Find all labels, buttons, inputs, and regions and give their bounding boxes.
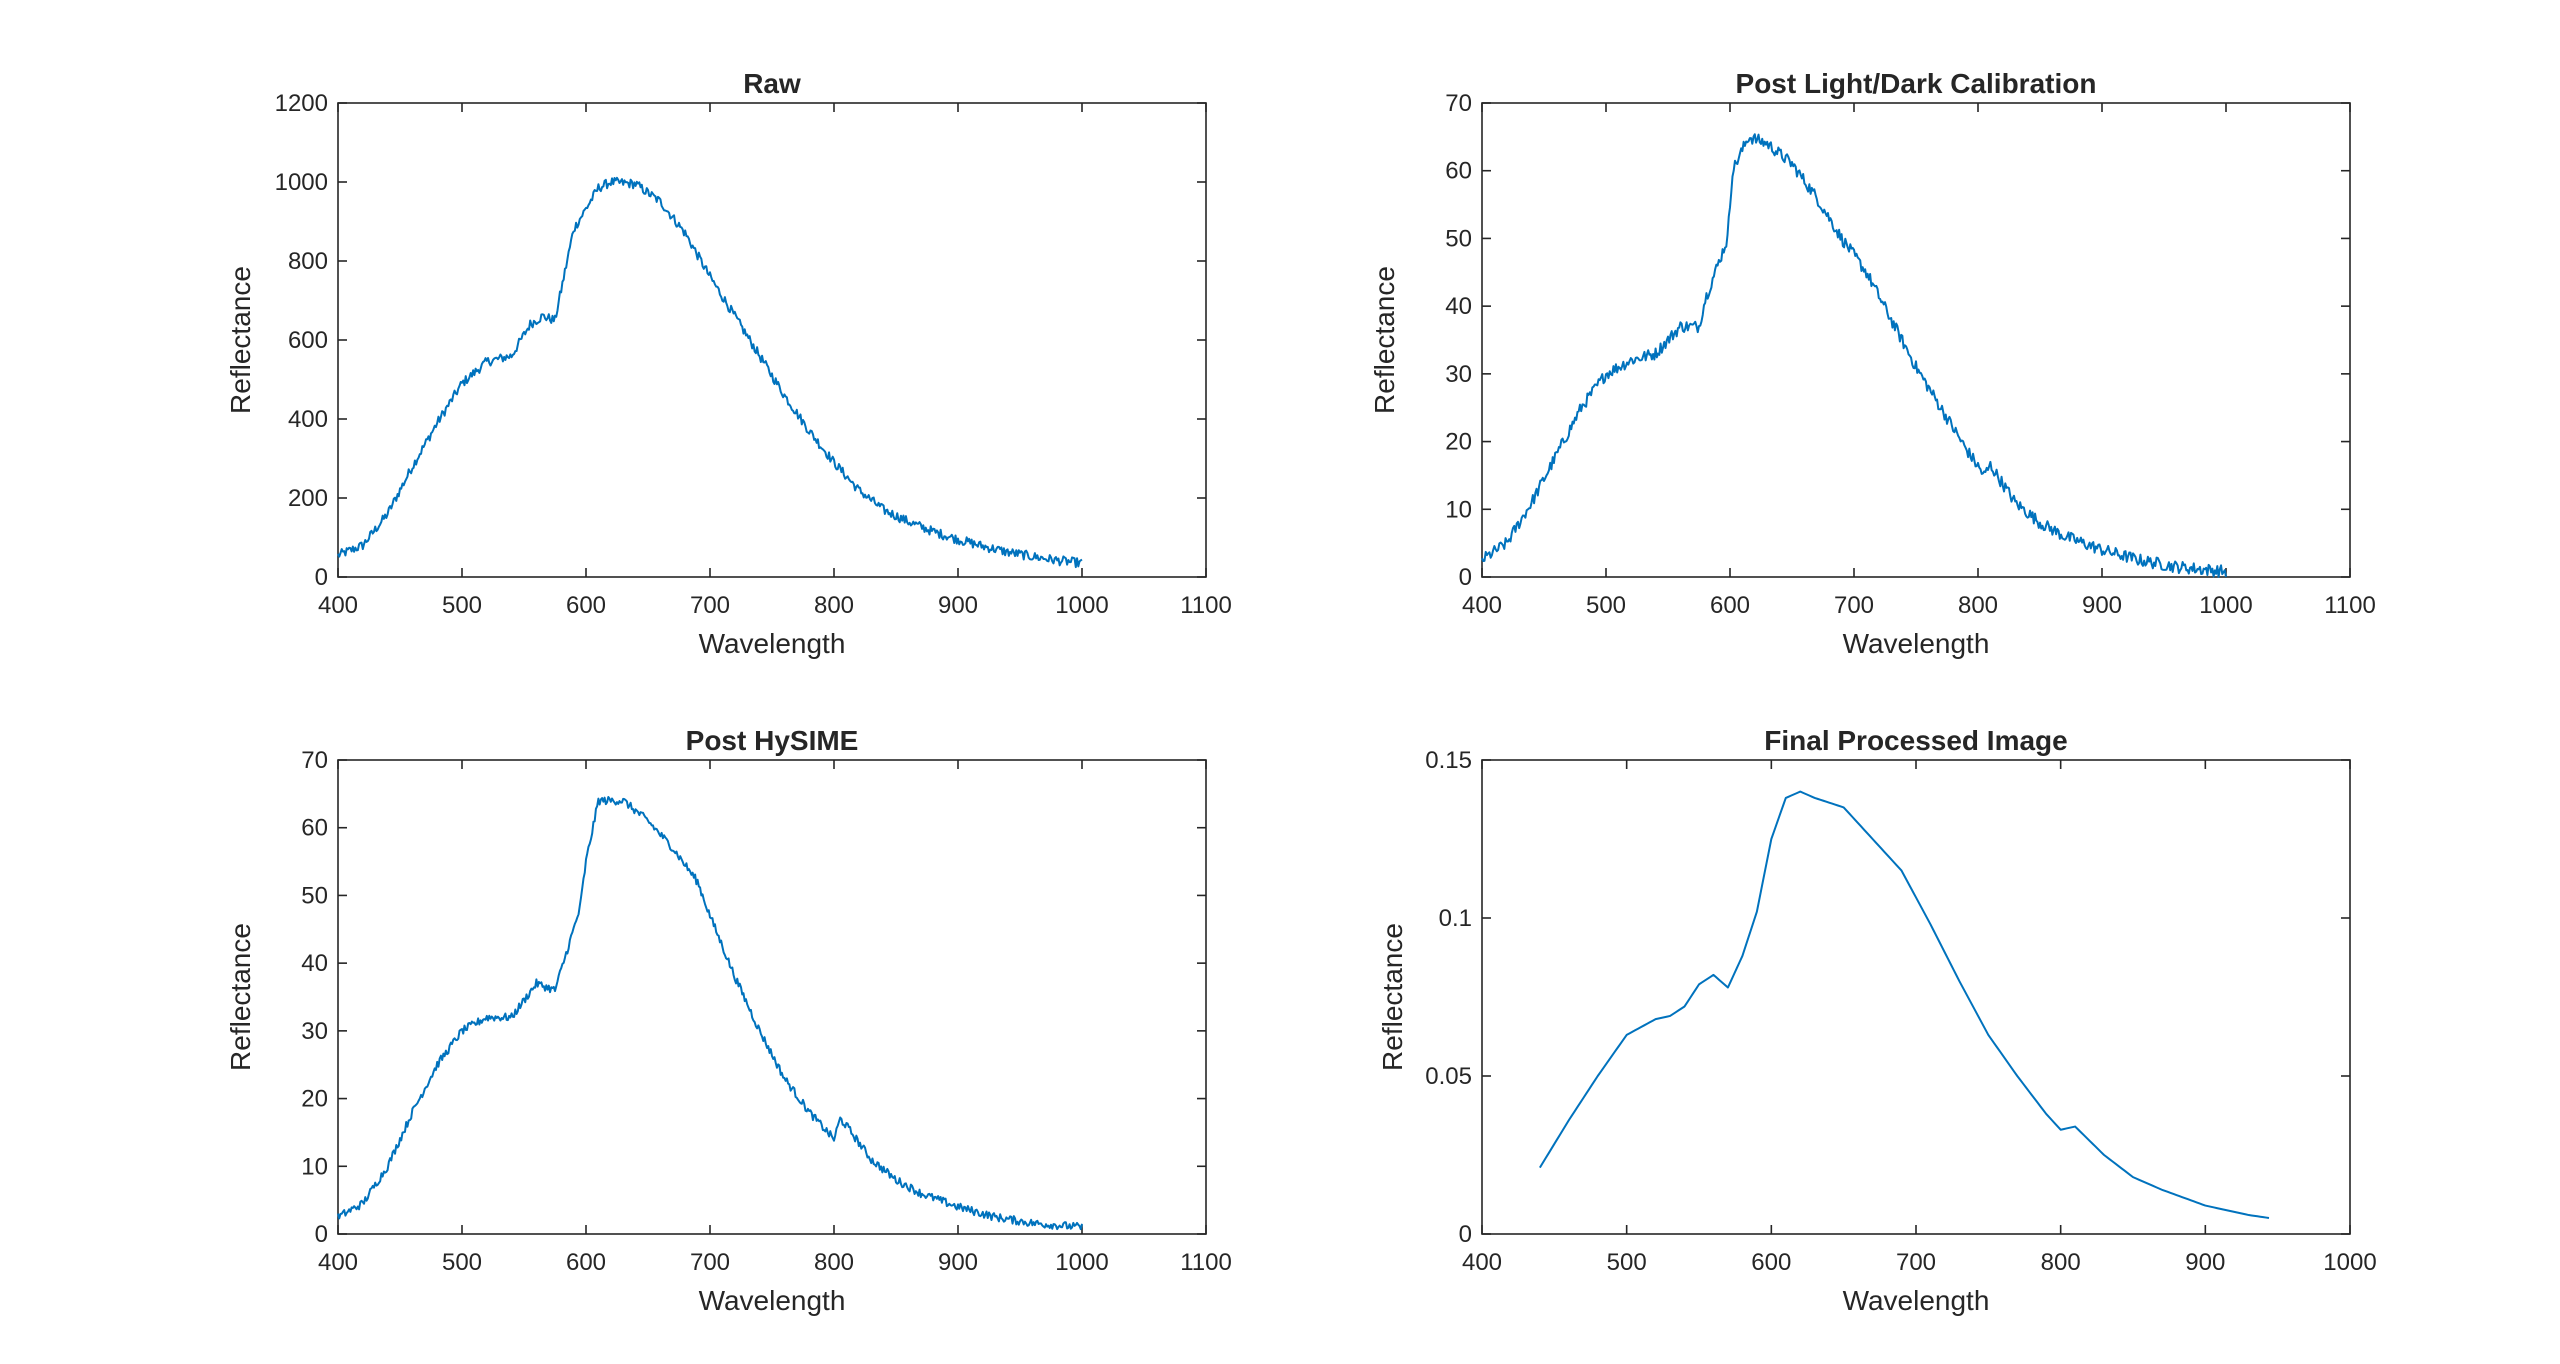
x-tick-label: 700 xyxy=(1834,592,1874,619)
x-tick-label: 500 xyxy=(1586,592,1626,619)
y-tick-label: 60 xyxy=(1445,158,1472,185)
x-tick-label: 800 xyxy=(2041,1249,2081,1276)
y-tick-label: 0.05 xyxy=(1425,1063,1472,1090)
subplot-3: 400 500 600 700 800 900 1000 1100 0 10 20 30 40 50 60 7… xyxy=(225,725,1232,1316)
plot-title: Raw xyxy=(743,68,801,99)
x-tick-label: 900 xyxy=(2082,592,2122,619)
x-tick-label: 800 xyxy=(814,592,854,619)
subplot-4: 400 500 600 700 800 900 1000 0 0.05 0.1 0.15 Final … xyxy=(1377,725,2377,1316)
y-tick-label: 70 xyxy=(1445,90,1472,117)
x-tick-label: 600 xyxy=(1710,592,1750,619)
y-tick-label: 30 xyxy=(301,1018,328,1045)
y-tick-label: 10 xyxy=(301,1153,328,1180)
y-tick-label: 0 xyxy=(315,1221,328,1248)
x-tick-label: 600 xyxy=(566,1249,606,1276)
y-tick-label: 50 xyxy=(1445,225,1472,252)
x-tick-label: 1000 xyxy=(2199,592,2252,619)
y-tick-label: 0.1 xyxy=(1439,905,1472,932)
x-tick-label: 800 xyxy=(814,1249,854,1276)
x-tick-label: 900 xyxy=(2185,1249,2225,1276)
y-tick-label: 0 xyxy=(315,564,328,591)
x-tick-label: 1100 xyxy=(2324,592,2376,619)
x-tick-label: 1000 xyxy=(1055,1249,1108,1276)
y-tick-label: 30 xyxy=(1445,361,1472,388)
y-axis-label: Reflectance xyxy=(225,923,256,1071)
y-axis-label: Reflectance xyxy=(1377,923,1408,1071)
y-axis-label: Reflectance xyxy=(1369,266,1400,414)
x-tick-label: 1000 xyxy=(2323,1249,2376,1276)
x-tick-label: 900 xyxy=(938,592,978,619)
x-tick-label: 700 xyxy=(1896,1249,1936,1276)
y-tick-label: 800 xyxy=(288,248,328,275)
x-tick-label: 1100 xyxy=(1180,1249,1232,1276)
series-line xyxy=(337,176,1083,569)
y-tick-label: 400 xyxy=(288,406,328,433)
y-tick-label: 20 xyxy=(1445,429,1472,456)
y-tick-label: 1000 xyxy=(275,169,328,196)
y-tick-label: 40 xyxy=(301,950,328,977)
y-tick-label: 1200 xyxy=(275,90,328,117)
x-tick-label: 400 xyxy=(1462,592,1502,619)
x-tick-label: 400 xyxy=(318,1249,358,1276)
series-line xyxy=(337,796,1083,1231)
x-tick-label: 500 xyxy=(442,1249,482,1276)
x-tick-label: 700 xyxy=(690,1249,730,1276)
x-axis-label: Wavelength xyxy=(699,1285,846,1316)
y-tick-label: 20 xyxy=(301,1086,328,1113)
x-tick-label: 1000 xyxy=(1055,592,1108,619)
plot-title: Post Light/Dark Calibration xyxy=(1736,68,2097,99)
series-line xyxy=(1481,133,2227,578)
x-tick-label: 700 xyxy=(690,592,730,619)
y-tick-label: 10 xyxy=(1445,496,1472,523)
plot-title: Final Processed Image xyxy=(1764,725,2067,756)
x-tick-label: 1100 xyxy=(1180,592,1232,619)
y-tick-label: 70 xyxy=(301,747,328,774)
y-tick-label: 0.15 xyxy=(1425,747,1472,774)
plot-title: Post HySIME xyxy=(686,725,859,756)
x-tick-label: 600 xyxy=(1751,1249,1791,1276)
x-axis-label: Wavelength xyxy=(1843,628,1990,659)
y-axis-label: Reflectance xyxy=(225,266,256,414)
x-tick-label: 500 xyxy=(442,592,482,619)
x-tick-label: 500 xyxy=(1607,1249,1647,1276)
x-axis-label: Wavelength xyxy=(699,628,846,659)
x-tick-label: 400 xyxy=(1462,1249,1502,1276)
axes-frame xyxy=(1481,102,2351,578)
y-tick-label: 0 xyxy=(1459,1221,1472,1248)
x-axis-label: Wavelength xyxy=(1843,1285,1990,1316)
y-tick-label: 40 xyxy=(1445,293,1472,320)
x-tick-label: 900 xyxy=(938,1249,978,1276)
axes-frame xyxy=(337,759,1207,1235)
series-line xyxy=(1539,790,2270,1219)
y-tick-label: 200 xyxy=(288,485,328,512)
subplot-1: 400 500 600 700 800 900 1000 1100 0 200 400 600 800 1… xyxy=(225,68,1232,659)
y-tick-label: 0 xyxy=(1459,564,1472,591)
x-tick-label: 400 xyxy=(318,592,358,619)
x-tick-label: 600 xyxy=(566,592,606,619)
subplot-2: 400 500 600 700 800 900 1000 1100 0 10 20 30 40 50 60 7… xyxy=(1369,68,2376,659)
y-tick-label: 60 xyxy=(301,815,328,842)
y-tick-label: 600 xyxy=(288,327,328,354)
y-tick-label: 50 xyxy=(301,882,328,909)
x-tick-label: 800 xyxy=(1958,592,1998,619)
